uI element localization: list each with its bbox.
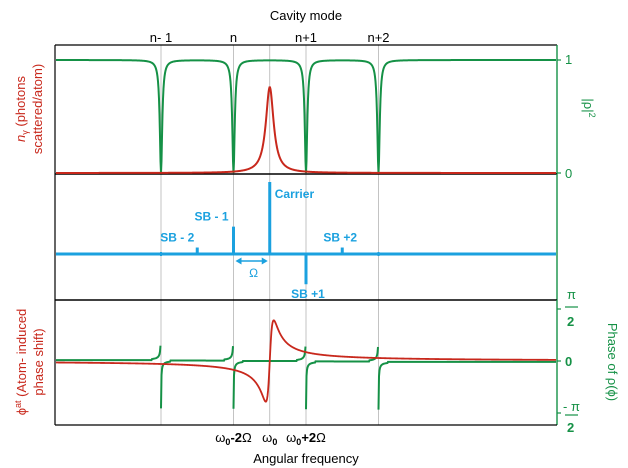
spectrum-bars: SB - 2SB - 1 Carrier SB +1 SB +2 Ω [56,182,556,301]
cavity-mode-label-0: n- 1 [150,30,172,45]
transmission-curve [56,59,556,174]
atom-phase-curve [56,319,557,403]
x-tick-label-1: ω0 [262,430,277,447]
tick-zero: 0 [565,354,572,369]
spectrum-label-4: SB +2 [323,231,357,245]
ylabel-n: n [13,135,28,142]
cavity-mode-label-1: n [230,30,237,45]
right-ticks-bottom: π 2 0 - π 2 [557,287,580,435]
tick-2-top: 2 [567,314,574,329]
photons-scattered-curve [56,86,556,174]
spectrum-label-3: SB +1 [291,287,325,301]
panel-frame-top [54,44,558,175]
x-axis-ticks: ω0-2Ω ω0 ω0+2Ω [215,430,326,447]
spectrum-label-1: SB - 1 [194,210,228,224]
tick-pi-top: π [567,287,576,302]
x-axis-title: Angular frequency [253,451,359,466]
svg-text:nγ (photons: nγ (photons [13,76,30,142]
tick-minus-pi: - π [563,399,580,414]
svg-text:|ρ|2: |ρ|2 [581,98,597,117]
ylabel-rho: |ρ| [581,98,596,112]
ylabel-rho-sup: 2 [587,113,597,118]
tick-0: 0 [565,166,572,181]
omega-label: Ω [249,266,258,280]
ylabel-n-sub: γ [20,130,30,135]
ylabel-left-bottom: ϕat (Atom- induced phase shift) [13,309,46,416]
tick-2-bottom: 2 [567,420,574,435]
ylabel-left-top: nγ (photons scattered/atom) [13,64,45,154]
panel-frame-bottom [54,300,558,426]
ylabel-right-bottom: Phase of ρ(ϕ) [605,323,620,401]
top-axis-title: Cavity mode [270,8,342,23]
tick-1: 1 [565,52,572,67]
spectrum-label-0: SB - 2 [160,231,194,245]
x-tick-label-0: ω0-2Ω [215,430,252,447]
spectrum-label-2: Carrier [275,187,315,201]
ylabel-phi: ϕ [14,408,29,415]
ylabel-phi-sup: at [13,400,23,408]
cavity-mode-ticks: n- 1 n n+1 n+2 [150,30,390,45]
ylabel-left-top-line2: scattered/atom) [30,64,45,154]
x-tick-label-2: ω0+2Ω [286,430,326,447]
ylabel-left-bottom-line2: phase shift) [31,328,46,395]
ylabel-n-rest: (photons [13,76,28,131]
panel-frame-middle [54,174,558,301]
omega-arrow-head-right [261,257,268,265]
ylabel-phi-rest: (Atom- induced [14,309,29,401]
right-ticks-top: 1 0 [557,52,572,181]
cavity-mode-label-2: n+1 [295,30,317,45]
svg-text:ϕat (Atom- induced: ϕat (Atom- induced [13,309,29,416]
cavity-mode-label-3: n+2 [367,30,389,45]
ylabel-right-top: |ρ|2 [581,98,597,117]
omega-arrow-head-left [235,257,242,265]
